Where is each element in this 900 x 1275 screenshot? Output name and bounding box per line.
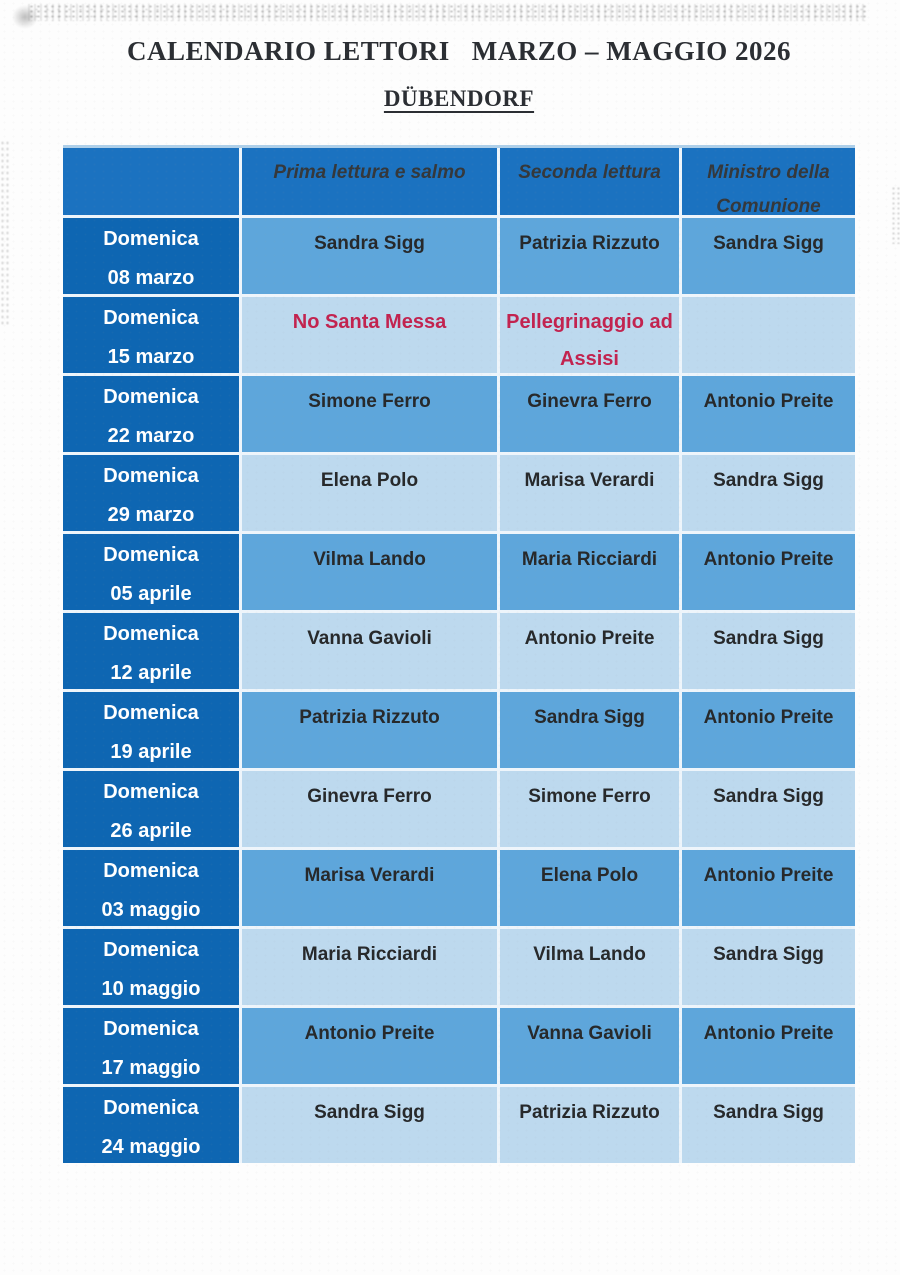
weekday-label: Domenica [103,939,199,961]
weekday-label: Domenica [103,623,199,645]
date-label: 22 marzo [107,425,195,447]
assignment-cell: Sandra Sigg [682,613,855,689]
day-cell: Domenica 10 maggio [63,929,239,1005]
weekday-label: Domenica [103,228,199,250]
date-label: 03 maggio [101,899,201,921]
day-cell: Domenica 15 marzo [63,297,239,373]
assignment-cell: Antonio Preite [682,850,855,926]
day-cell: Domenica 26 aprile [63,771,239,847]
date-label: 24 maggio [101,1136,201,1158]
assignment-cell: Antonio Preite [682,1008,855,1084]
assignment-cell: Sandra Sigg [500,692,679,768]
day-cell: Domenica 08 marzo [63,218,239,294]
date-label: 29 marzo [107,504,195,526]
assignment-cell: Vanna Gavioli [242,613,497,689]
page-title: CALENDARIO LETTORI MARZO – MAGGIO 2026 [63,36,855,67]
day-cell: Domenica 17 maggio [63,1008,239,1084]
assignment-cell: Patrizia Rizzuto [500,1087,679,1163]
title-part-calendar: CALENDARIO LETTORI [126,36,450,66]
weekday-label: Domenica [103,544,199,566]
assignment-cell [682,297,855,373]
assignment-cell: Simone Ferro [242,376,497,452]
weekday-label: Domenica [103,386,199,408]
assignment-cell: Elena Polo [242,455,497,531]
date-label: 08 marzo [107,267,195,289]
scan-noise-corner [12,5,38,29]
assignment-cell: Maria Ricciardi [242,929,497,1005]
assignment-cell: Sandra Sigg [682,1087,855,1163]
assignment-cell: Vilma Lando [242,534,497,610]
assignment-cell: Patrizia Rizzuto [242,692,497,768]
assignment-cell: Sandra Sigg [682,929,855,1005]
scan-noise-top [28,4,866,21]
assignment-cell: Pellegrinaggio ad Assisi [500,297,679,373]
day-cell: Domenica 12 aprile [63,613,239,689]
assignment-cell: Antonio Preite [242,1008,497,1084]
weekday-label: Domenica [103,465,199,487]
weekday-label: Domenica [103,702,199,724]
weekday-label: Domenica [103,307,199,329]
title-part-period: MARZO – MAGGIO 2026 [471,36,792,66]
assignment-cell: Sandra Sigg [242,218,497,294]
day-cell: Domenica 03 maggio [63,850,239,926]
date-label: 26 aprile [110,820,192,842]
assignment-cell: Patrizia Rizzuto [500,218,679,294]
day-cell: Domenica 24 maggio [63,1087,239,1163]
weekday-label: Domenica [103,1018,199,1040]
lectors-table: Prima lettura e salmo Seconda lettura Mi… [63,145,855,1163]
date-label: 19 aprile [110,741,192,763]
header-cell-first-reading: Prima lettura e salmo [242,148,497,215]
day-cell: Domenica 05 aprile [63,534,239,610]
assignment-cell: Vilma Lando [500,929,679,1005]
date-label: 12 aprile [110,662,192,684]
assignment-cell: Ginevra Ferro [500,376,679,452]
scan-noise-left-edge [0,140,10,325]
assignment-cell: Simone Ferro [500,771,679,847]
assignment-cell: Antonio Preite [682,692,855,768]
weekday-label: Domenica [103,860,199,882]
assignment-cell: Sandra Sigg [682,218,855,294]
date-label: 15 marzo [107,346,195,368]
assignment-cell: Elena Polo [500,850,679,926]
date-label: 17 maggio [101,1057,201,1079]
assignment-cell: No Santa Messa [242,297,497,373]
assignment-cell: Marisa Verardi [242,850,497,926]
assignment-cell: Sandra Sigg [242,1087,497,1163]
header-cell-empty [63,148,239,215]
date-label: 10 maggio [101,978,201,1000]
assignment-cell: Marisa Verardi [500,455,679,531]
header-cell-second-reading: Seconda lettura [500,148,679,215]
day-cell: Domenica 29 marzo [63,455,239,531]
assignment-cell: Antonio Preite [500,613,679,689]
weekday-label: Domenica [103,781,199,803]
assignment-cell: Maria Ricciardi [500,534,679,610]
scan-noise-right-edge [891,186,900,244]
date-label: 05 aprile [110,583,192,605]
assignment-cell: Sandra Sigg [682,455,855,531]
day-cell: Domenica 22 marzo [63,376,239,452]
page-subtitle: DÜBENDORF [383,86,535,111]
header-cell-communion-minister: Ministro della Comunione [682,148,855,217]
assignment-cell: Sandra Sigg [682,771,855,847]
assignment-cell: Ginevra Ferro [242,771,497,847]
assignment-cell: Antonio Preite [682,376,855,452]
day-cell: Domenica 19 aprile [63,692,239,768]
assignment-cell: Vanna Gavioli [500,1008,679,1084]
assignment-cell: Antonio Preite [682,534,855,610]
weekday-label: Domenica [103,1097,199,1119]
